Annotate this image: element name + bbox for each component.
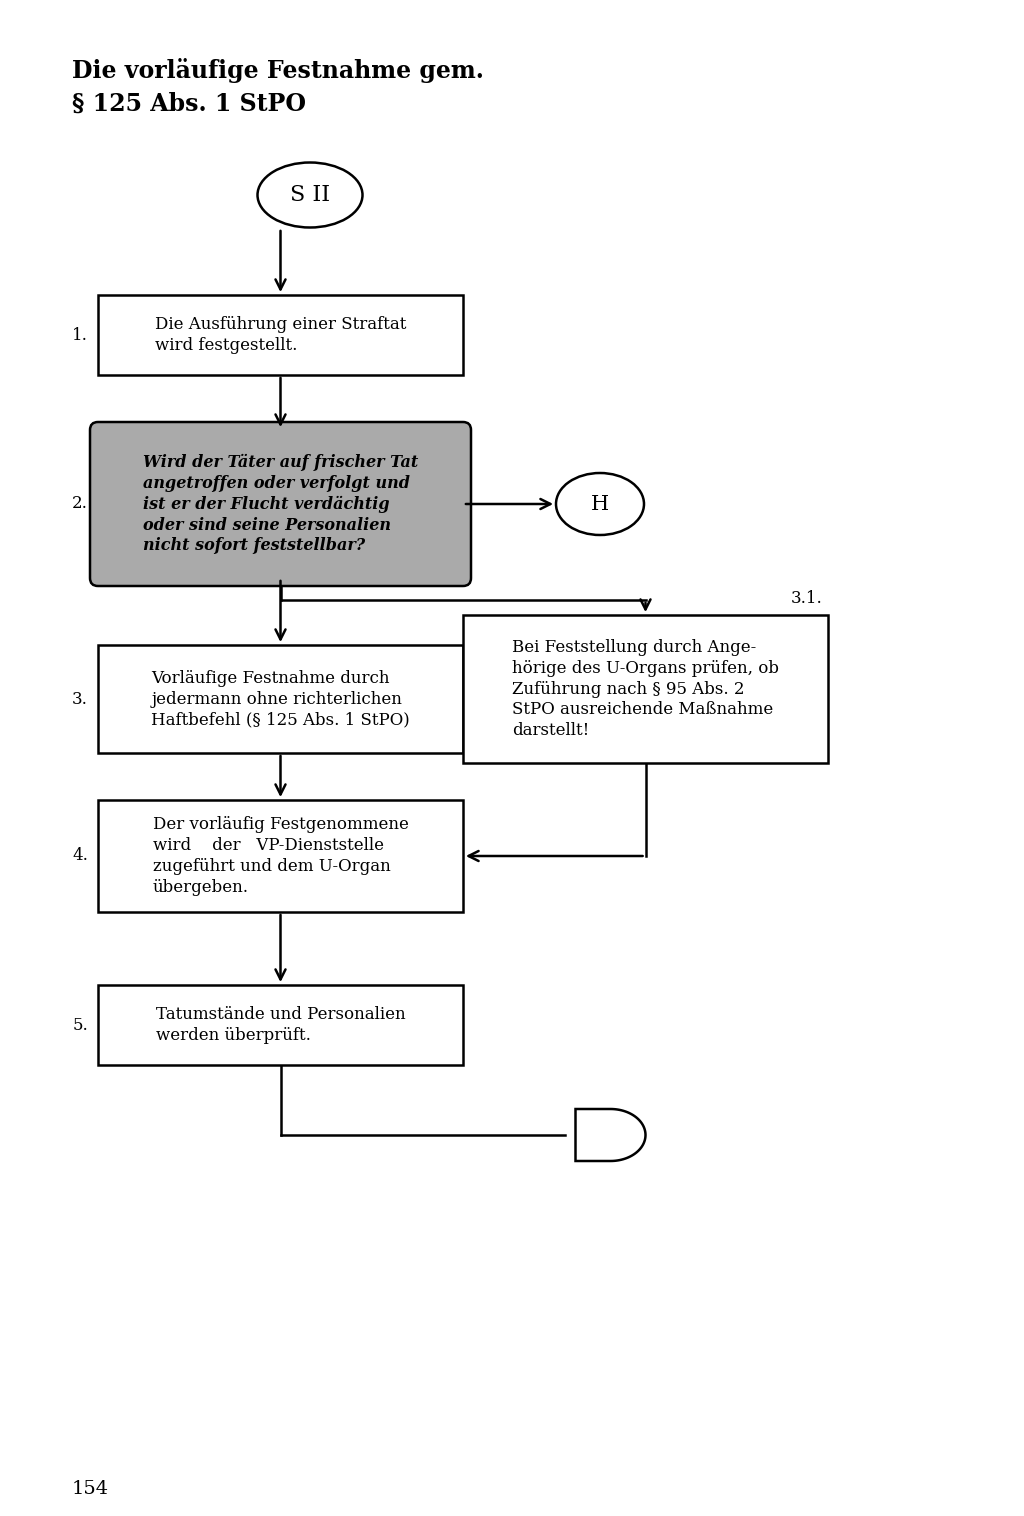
Text: Vorläufige Festnahme durch
jedermann ohne richterlichen
Haftbefehl (§ 125 Abs. 1: Vorläufige Festnahme durch jedermann ohn… (152, 670, 410, 728)
FancyBboxPatch shape (463, 615, 828, 763)
Text: 4.: 4. (72, 847, 88, 864)
Text: Bei Feststellung durch Ange-
hörige des U-Organs prüfen, ob
Zuführung nach § 95 : Bei Feststellung durch Ange- hörige des … (512, 638, 779, 740)
Ellipse shape (556, 473, 644, 535)
Text: S II: S II (290, 183, 330, 206)
FancyBboxPatch shape (98, 985, 463, 1066)
Text: 1.: 1. (72, 326, 88, 344)
FancyBboxPatch shape (90, 421, 471, 587)
FancyBboxPatch shape (98, 296, 463, 374)
Text: Der vorläufig Festgenommene
wird    der   VP-Dienststelle
zugeführt und dem U-Or: Der vorläufig Festgenommene wird der VP-… (153, 816, 409, 896)
Text: Die Ausführung einer Straftat
wird festgestellt.: Die Ausführung einer Straftat wird festg… (155, 315, 407, 353)
Text: 3.1.: 3.1. (792, 590, 823, 606)
Text: Wird der Täter auf frischer Tat
angetroffen oder verfolgt und
ist er der Flucht : Wird der Täter auf frischer Tat angetrof… (143, 453, 418, 555)
Text: 2.: 2. (72, 496, 88, 512)
Ellipse shape (257, 162, 362, 227)
Text: 3.: 3. (72, 690, 88, 708)
FancyBboxPatch shape (98, 644, 463, 753)
PathPatch shape (575, 1110, 645, 1161)
Text: 5.: 5. (73, 1017, 88, 1034)
Text: H: H (591, 494, 609, 514)
FancyBboxPatch shape (98, 800, 463, 913)
Text: Die vorläufige Festnahme gem.: Die vorläufige Festnahme gem. (72, 58, 484, 83)
Text: § 125 Abs. 1 StPO: § 125 Abs. 1 StPO (72, 92, 306, 117)
Text: Tatumstände und Personalien
werden überprüft.: Tatumstände und Personalien werden überp… (156, 1007, 406, 1045)
Text: 154: 154 (72, 1480, 110, 1498)
